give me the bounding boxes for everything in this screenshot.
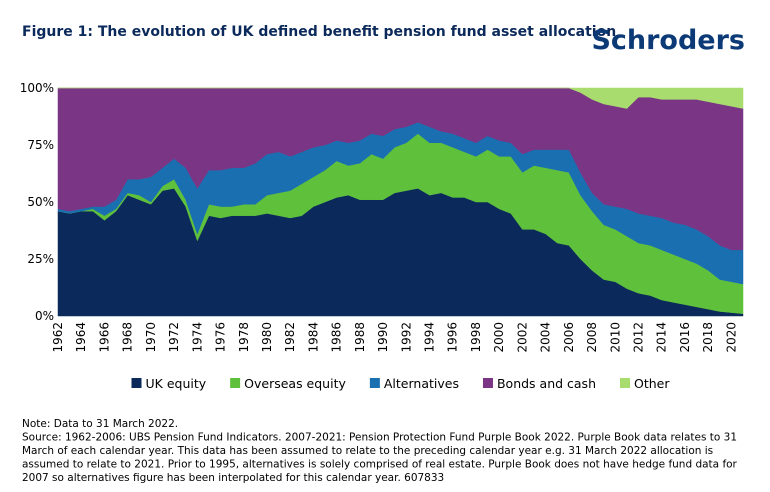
chart-title: Figure 1: The evolution of UK defined be… <box>22 24 616 40</box>
legend-swatch <box>230 378 241 388</box>
x-tick-label: 2004 <box>539 322 553 353</box>
legend-label: Overseas equity <box>244 376 346 391</box>
footnote: 2007 so alternatives figure has been int… <box>22 472 444 484</box>
x-tick-label: 1994 <box>423 322 437 353</box>
x-tick-label: 2010 <box>608 322 622 353</box>
x-tick-label: 1980 <box>260 322 274 353</box>
y-tick-label: 75% <box>27 138 54 152</box>
legend-swatch <box>131 378 142 388</box>
x-tick-label: 1972 <box>167 322 181 353</box>
x-tick-label: 1982 <box>283 322 297 353</box>
x-tick-label: 2000 <box>492 322 506 353</box>
x-tick-label: 1990 <box>376 322 390 353</box>
y-tick-label: 0% <box>35 309 54 323</box>
x-tick-label: 1974 <box>190 322 204 353</box>
footnote: Note: Data to 31 March 2022. <box>22 418 178 430</box>
x-tick-label: 2006 <box>562 322 576 353</box>
legend-label: UK equity <box>146 376 207 391</box>
x-tick-label: 1988 <box>353 322 367 353</box>
area <box>58 87 744 109</box>
x-tick-label: 2018 <box>701 322 715 353</box>
y-tick-label: 100% <box>20 81 54 95</box>
x-tick-label: 1986 <box>330 322 344 353</box>
x-tick-label: 2014 <box>655 322 669 353</box>
legend-label: Bonds and cash <box>497 376 596 391</box>
x-tick-label: 1968 <box>121 322 135 353</box>
legend-swatch <box>620 378 630 388</box>
x-tick-label: 1966 <box>97 322 111 353</box>
x-tick-label: 2020 <box>724 322 738 353</box>
brand-logo: Schroders <box>591 25 745 56</box>
x-tick-label: 1992 <box>399 322 413 353</box>
x-tick-label: 2008 <box>585 322 599 353</box>
legend-swatch <box>482 378 493 388</box>
y-tick-label: 25% <box>27 252 54 266</box>
x-tick-label: 1996 <box>446 322 460 353</box>
x-tick-label: 1964 <box>74 322 88 353</box>
y-tick-label: 50% <box>27 195 54 209</box>
x-tick-label: 1984 <box>306 322 320 353</box>
x-tick-label: 1998 <box>469 322 483 353</box>
x-tick-label: 2012 <box>632 322 646 353</box>
footnote: assumed to relate to 2021. Prior to 1995… <box>22 459 738 471</box>
x-tick-label: 1962 <box>51 322 65 353</box>
x-tick-label: 1976 <box>214 322 228 353</box>
legend-swatch <box>369 378 380 388</box>
x-tick-label: 1970 <box>144 322 158 353</box>
footnote: March of each calendar year. This data h… <box>22 445 713 457</box>
footnote: Source: 1962-2006: UBS Pension Fund Indi… <box>22 432 737 444</box>
legend-label: Alternatives <box>384 376 459 391</box>
legend-label: Other <box>634 376 670 391</box>
x-tick-label: 2002 <box>515 322 529 353</box>
x-tick-label: 1978 <box>237 322 251 353</box>
x-tick-label: 2016 <box>678 322 692 353</box>
